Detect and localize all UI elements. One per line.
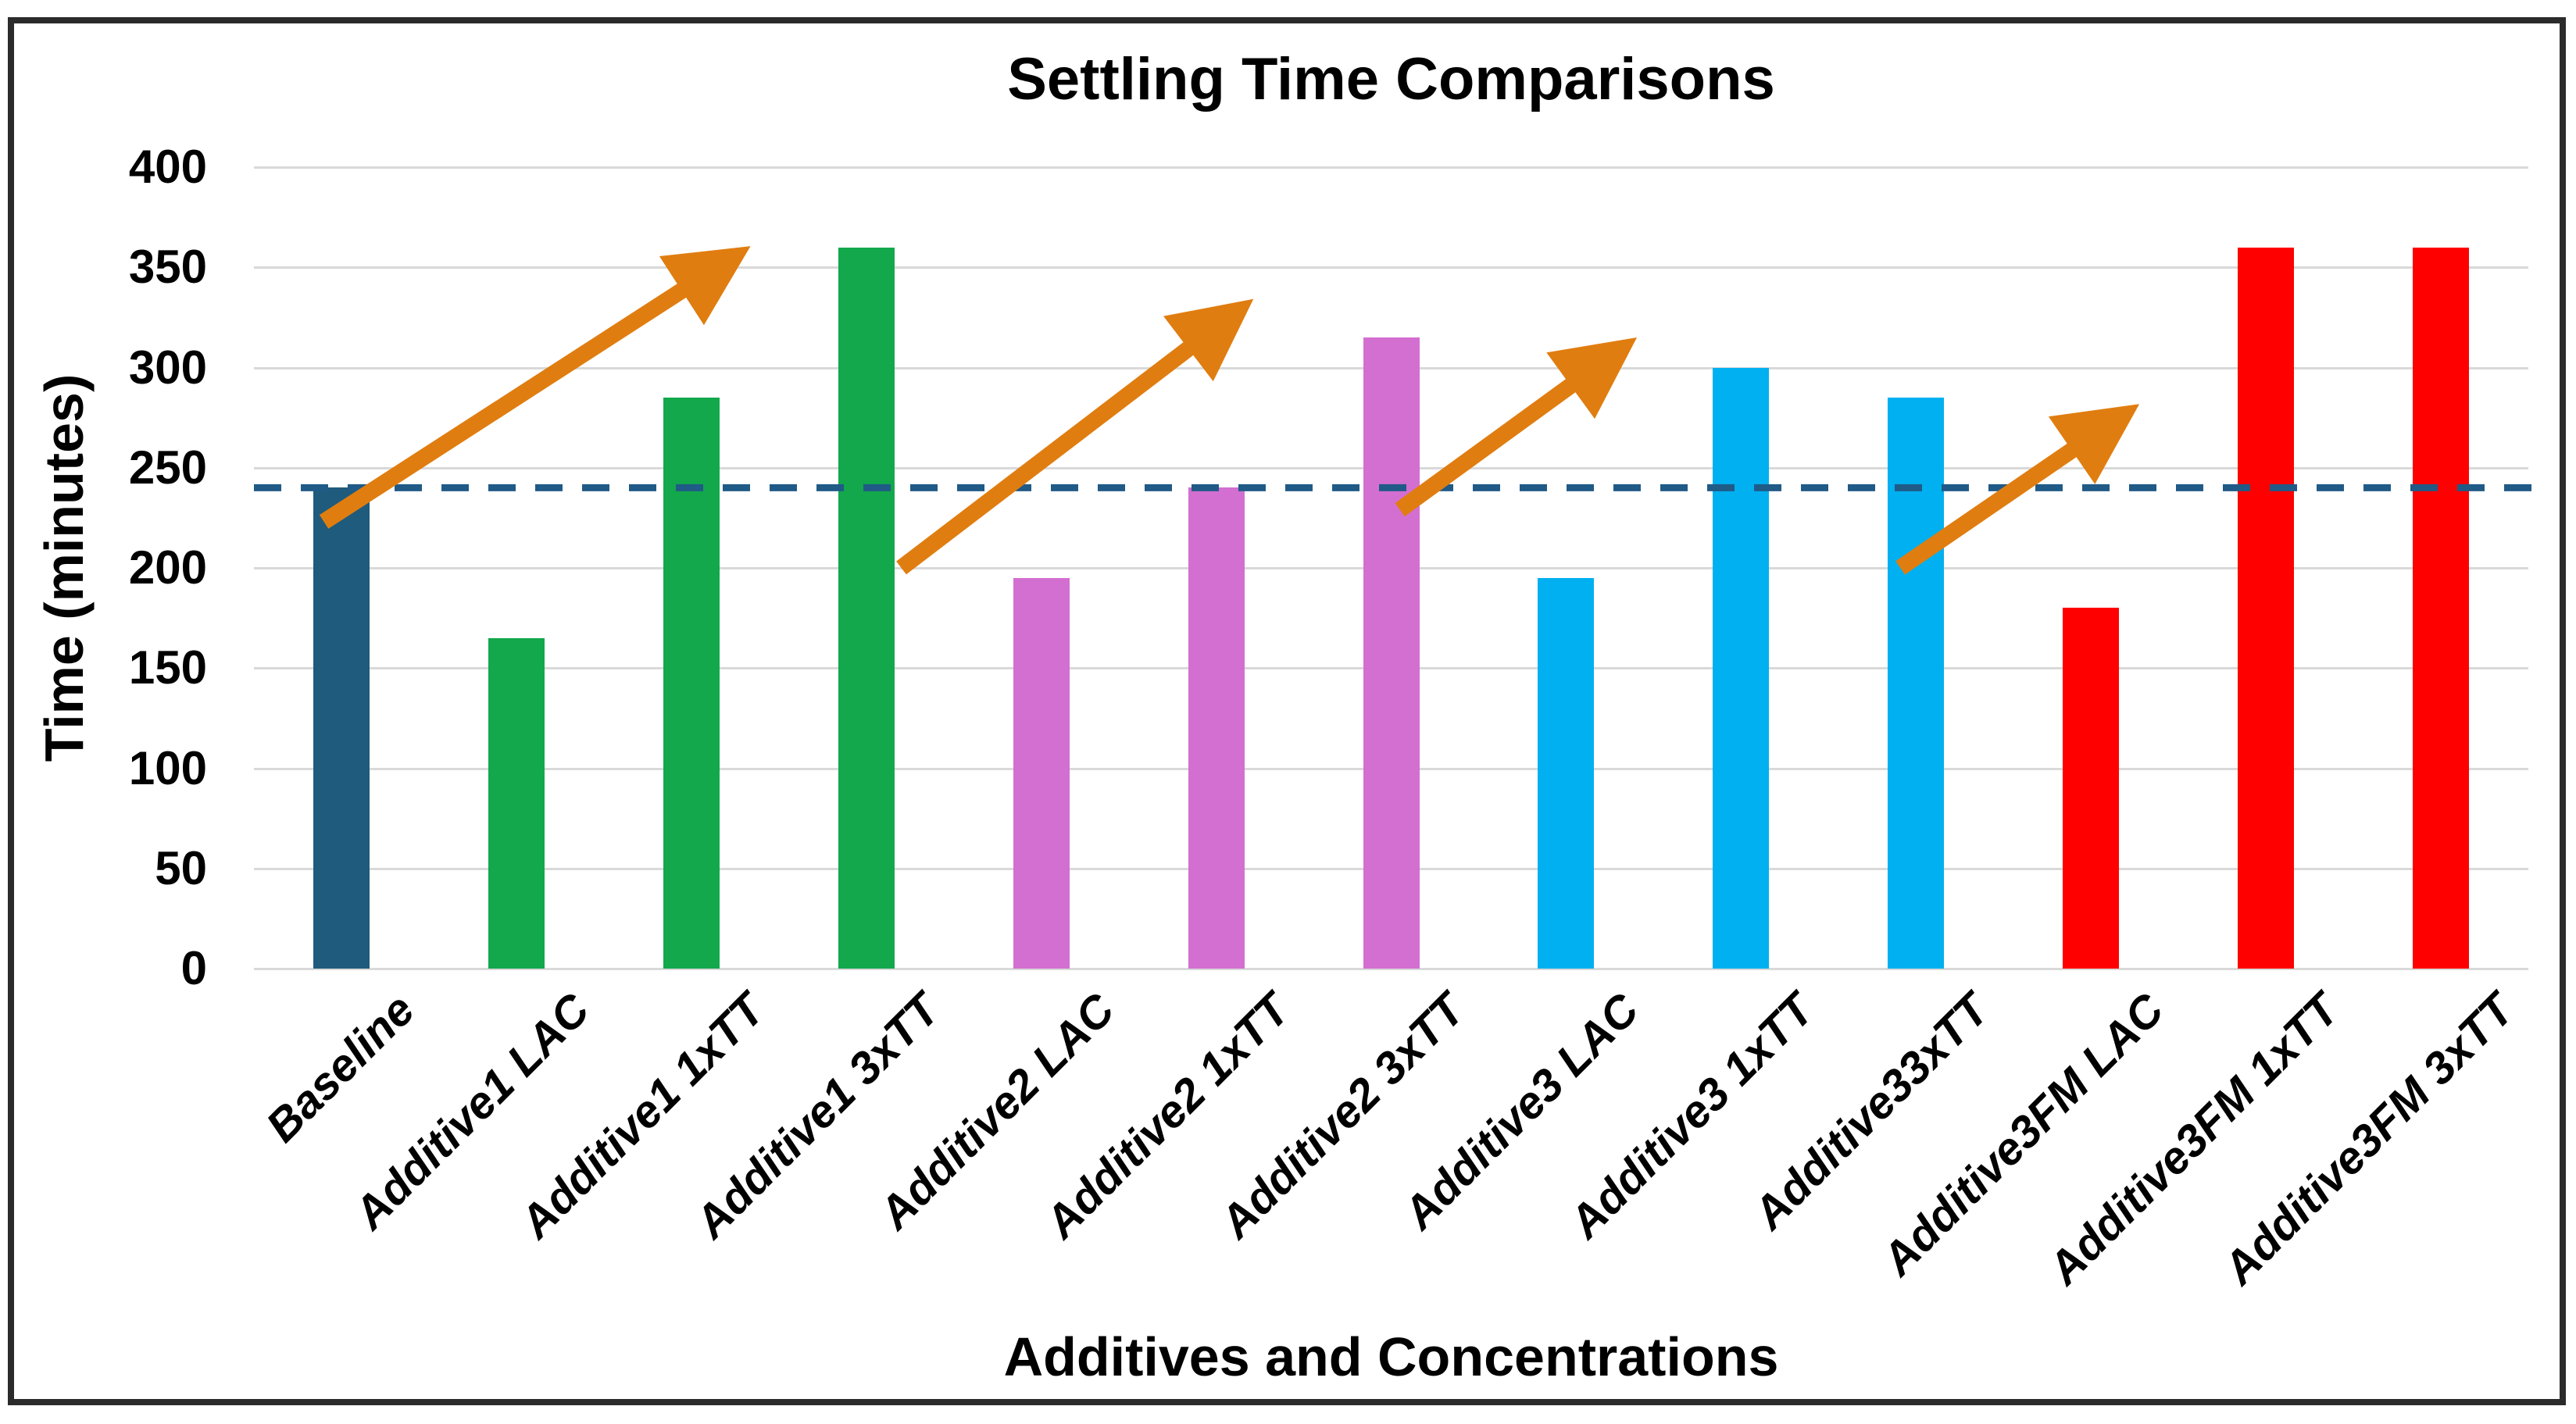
bar-additive1-lac bbox=[488, 637, 545, 969]
y-tick-100: 100 bbox=[128, 741, 207, 794]
bar-additive3fm-lac bbox=[2063, 608, 2120, 969]
trend-arrow-2 bbox=[896, 298, 1254, 575]
bar-baseline bbox=[313, 487, 370, 969]
chart-title: Settling Time Comparisons bbox=[1007, 46, 1775, 112]
trend-arrow-4 bbox=[1895, 404, 2140, 575]
bar-additive3fm-1xtt bbox=[2238, 247, 2295, 969]
trend-arrow-1 bbox=[319, 246, 751, 529]
gridline-350 bbox=[254, 266, 2528, 269]
bar-additive2-lac bbox=[1013, 577, 1070, 969]
bar-additive1-1xtt bbox=[663, 397, 720, 969]
gridline-0 bbox=[254, 968, 2528, 970]
bar-additive3fm-3xtt bbox=[2413, 247, 2470, 969]
bar-additive3-lac bbox=[1538, 577, 1595, 969]
y-tick-400: 400 bbox=[128, 141, 207, 193]
bar-additive33xtt bbox=[1888, 397, 1945, 969]
bar-additive2-3xtt bbox=[1363, 337, 1420, 969]
y-tick-250: 250 bbox=[128, 441, 207, 494]
y-tick-200: 200 bbox=[128, 541, 207, 594]
bar-additive3-1xtt bbox=[1713, 367, 1770, 969]
y-tick-350: 350 bbox=[128, 241, 207, 294]
y-tick-50: 50 bbox=[155, 841, 207, 894]
y-tick-0: 0 bbox=[180, 942, 207, 994]
trend-arrow-3 bbox=[1395, 337, 1638, 517]
gridline-400 bbox=[254, 166, 2528, 169]
bar-additive2-1xtt bbox=[1188, 487, 1245, 969]
y-tick-150: 150 bbox=[128, 641, 207, 694]
bar-additive1-3xtt bbox=[838, 247, 895, 969]
y-tick-300: 300 bbox=[128, 341, 207, 394]
x-axis-title: Additives and Concentrations bbox=[1003, 1326, 1779, 1387]
